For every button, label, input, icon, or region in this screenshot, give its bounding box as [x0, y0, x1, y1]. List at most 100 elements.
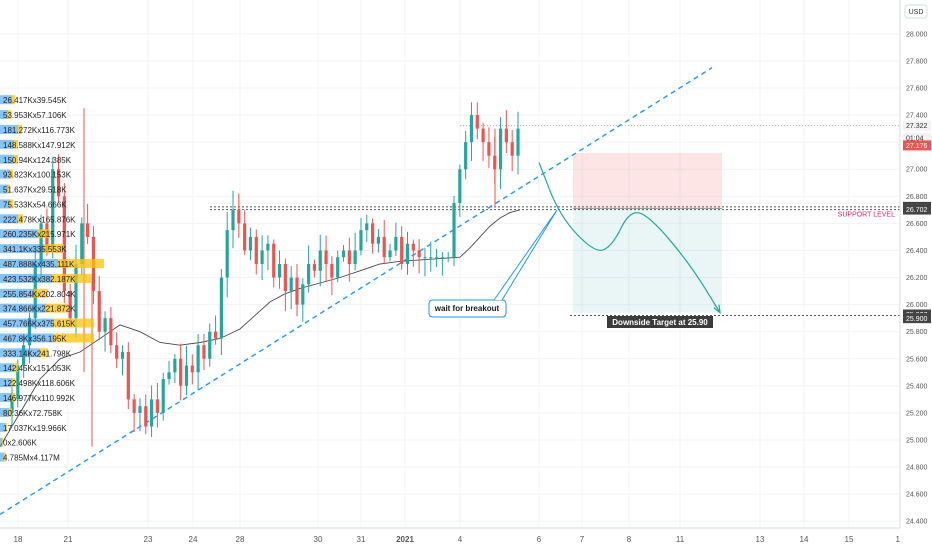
profile-bar-sell	[54, 333, 94, 343]
profile-bar-sell	[12, 378, 15, 388]
candle-body	[231, 209, 235, 231]
candle-body	[190, 365, 194, 373]
candle-body	[184, 365, 189, 386]
profile-bar-sell	[10, 199, 13, 209]
profile-bar-sell	[4, 452, 6, 462]
price-label-text: 27.322	[906, 123, 928, 130]
profile-bar-sell	[8, 184, 10, 194]
price-tick-label: 24.600	[906, 492, 928, 499]
projection-path[interactable]	[538, 162, 721, 315]
profile-label: 142.45Kx151.053K	[3, 364, 72, 373]
price-tick-label: 25.200	[906, 410, 928, 417]
profile-label: 17.037Kx19.966K	[3, 424, 67, 433]
candle-body	[301, 284, 305, 305]
profile-bar-sell	[52, 273, 92, 283]
profile-label: 0x2.606K	[3, 439, 37, 448]
candle-body	[388, 250, 392, 258]
profile-bar-buy	[0, 333, 54, 343]
profile-label: 260.235Kx215.971K	[3, 230, 76, 239]
profile-bar-buy	[0, 288, 34, 298]
currency-label: USD	[909, 9, 924, 16]
price-axis[interactable]: USD 24.400 24.600 24.800 25.000 25.200 25.400 2…	[899, 0, 932, 550]
candle-body	[289, 277, 293, 292]
price-label-box	[903, 140, 931, 151]
candle-body	[359, 230, 363, 251]
projected-path[interactable]	[538, 162, 721, 314]
profile-label: 75.533Kx54.666K	[3, 200, 67, 209]
candle-body	[452, 203, 456, 258]
profile-bar-sell	[46, 303, 68, 313]
profile-label: 457.766Kx375.615K	[3, 320, 76, 329]
profile-bar-buy	[0, 452, 4, 462]
profile-label: 26.417Kx39.545K	[3, 96, 67, 105]
candle-body	[80, 223, 84, 264]
price-label-box	[903, 133, 931, 144]
time-tick-label: 15	[845, 535, 854, 544]
price-axis-bg	[900, 0, 932, 550]
profile-label: 4.785Mx4.117M	[3, 454, 60, 463]
candle-body	[434, 257, 439, 259]
candle-body	[243, 223, 247, 251]
currency-badge[interactable]	[904, 4, 928, 19]
profile-label: 222.478Kx165.876K	[3, 215, 76, 224]
candle-body	[487, 142, 491, 156]
time-tick-label: 14	[800, 535, 809, 544]
profile-label: 374.866Kx221.872K	[3, 305, 76, 314]
candle-body	[16, 365, 20, 400]
candle-body	[312, 264, 317, 271]
candle-body	[283, 264, 287, 292]
candle-body	[39, 223, 43, 264]
time-tick-label: 6	[537, 535, 542, 544]
candle-body	[167, 372, 171, 380]
candle-body	[132, 399, 136, 413]
candle-body	[120, 352, 125, 359]
price-tick-label: 27.600	[906, 86, 928, 93]
profile-label: 148.588Kx147.912K	[3, 141, 76, 150]
time-tick-label: 23	[144, 535, 153, 544]
candle-body	[27, 318, 32, 346]
candle-body	[394, 236, 398, 251]
candle-body	[196, 345, 200, 373]
profile-label: 487.888Kx435.111K	[3, 260, 75, 269]
profile-label: 93.823Kx100.153K	[3, 171, 72, 180]
support-level-label: SUPPORT LEVEL	[838, 211, 895, 218]
profile-bar-sell	[12, 393, 15, 403]
candle-body	[149, 399, 154, 427]
time-axis-bg	[0, 528, 932, 550]
price-tick-label: 26.200	[906, 275, 928, 282]
candle-body	[469, 115, 474, 143]
candle-body	[208, 331, 212, 359]
price-tick-label: 24.800	[906, 465, 928, 472]
time-tick-label: 31	[357, 535, 366, 544]
candle-body	[365, 223, 369, 231]
profile-label: 467.8Kx356.195K	[3, 334, 67, 343]
price-tick-label: 26.800	[906, 194, 928, 201]
candle-body	[411, 243, 415, 251]
profile-bar-sell	[5, 422, 7, 432]
candle-body	[376, 236, 381, 244]
candle-body	[498, 128, 503, 170]
candle-body	[115, 345, 119, 359]
time-tick-label: 28	[236, 535, 245, 544]
profile-bar-buy	[0, 214, 18, 224]
callout-bubble	[428, 299, 507, 318]
profile-bar-sell	[54, 318, 94, 328]
candle-body	[97, 291, 101, 332]
candle-body	[272, 243, 276, 278]
level-lines: SUPPORT LEVEL	[210, 125, 900, 316]
profile-bar-buy	[0, 422, 5, 432]
candle-body	[318, 250, 322, 271]
position-box	[573, 152, 722, 313]
profile-bar-buy	[0, 184, 8, 194]
profile-bar-buy	[0, 363, 14, 373]
candle-body	[225, 230, 229, 278]
candle-body	[405, 243, 410, 264]
volume-profile: 26.417Kx39.545K 53.953Kx57.106K 181.272Kx1…	[0, 95, 104, 463]
candle-body	[417, 250, 421, 258]
profile-bar-buy	[0, 348, 40, 358]
time-axis[interactable]: 18212324283031202146781113141518	[0, 527, 932, 550]
profile-bar-buy	[0, 229, 38, 239]
